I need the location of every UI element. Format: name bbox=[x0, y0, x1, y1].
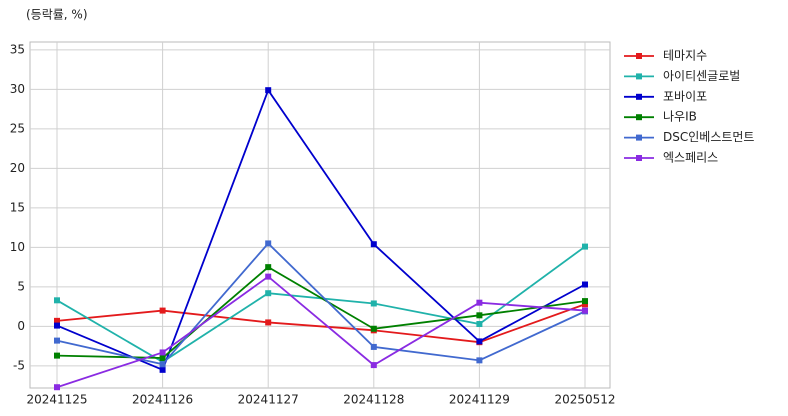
point bbox=[54, 352, 60, 359]
point bbox=[265, 273, 272, 280]
x-tick-label: 20241129 bbox=[449, 393, 510, 407]
legend-label: 엑스페리스 bbox=[663, 151, 718, 165]
point bbox=[54, 322, 60, 329]
x-tick-label: 20241126 bbox=[132, 393, 193, 407]
point bbox=[54, 317, 60, 324]
point bbox=[476, 357, 483, 364]
legend-marker bbox=[636, 155, 642, 161]
point bbox=[370, 362, 377, 369]
point bbox=[159, 349, 166, 356]
legend-marker bbox=[636, 134, 642, 141]
point bbox=[159, 366, 166, 373]
point bbox=[582, 307, 588, 314]
point bbox=[265, 87, 272, 94]
point bbox=[54, 384, 60, 391]
x-tick-label: 20241127 bbox=[238, 393, 299, 407]
series-line bbox=[56, 303, 586, 344]
y-tick-label: -5 bbox=[13, 358, 25, 372]
legend-marker bbox=[636, 114, 642, 121]
y-tick-label: 30 bbox=[10, 82, 25, 96]
point bbox=[582, 243, 588, 250]
y-tick-label: 25 bbox=[10, 121, 25, 135]
x-tick-label: 20250512 bbox=[554, 393, 615, 407]
y-tick-label: 0 bbox=[17, 319, 25, 333]
point bbox=[54, 337, 60, 344]
legend-marker bbox=[636, 93, 642, 100]
point bbox=[476, 299, 483, 306]
point bbox=[476, 321, 483, 328]
series-line bbox=[56, 88, 586, 372]
point bbox=[370, 343, 377, 350]
point bbox=[159, 354, 166, 361]
y-axis-label: (등락률, %) bbox=[26, 8, 88, 22]
y-tick-label: 5 bbox=[17, 279, 25, 293]
point bbox=[582, 301, 588, 308]
point bbox=[476, 338, 483, 345]
legend-label: 나우IB bbox=[663, 110, 697, 124]
legend-label: 아이티센글로벌 bbox=[663, 69, 740, 83]
point bbox=[54, 297, 60, 304]
legend-marker bbox=[636, 73, 642, 80]
x-tick-label: 20241128 bbox=[343, 393, 404, 407]
point bbox=[582, 281, 588, 288]
point bbox=[159, 361, 166, 368]
point bbox=[476, 312, 483, 319]
plot-frame bbox=[29, 41, 611, 389]
point bbox=[265, 290, 272, 297]
point bbox=[370, 241, 377, 248]
point bbox=[265, 264, 272, 271]
series-line bbox=[56, 275, 586, 389]
y-tick-label: 10 bbox=[10, 240, 25, 254]
legend-label: 테마지수 bbox=[663, 49, 707, 63]
point bbox=[582, 298, 588, 305]
legend-marker bbox=[636, 53, 642, 59]
point bbox=[370, 300, 377, 307]
series-line bbox=[56, 242, 586, 366]
point bbox=[159, 307, 166, 314]
point bbox=[265, 240, 272, 247]
y-tick-label: 20 bbox=[10, 161, 25, 175]
legend-label: DSC인베스트먼트 bbox=[663, 130, 754, 144]
point bbox=[265, 319, 272, 326]
y-tick-label: 35 bbox=[10, 42, 25, 56]
x-tick-label: 20241125 bbox=[26, 393, 87, 407]
y-tick-label: 15 bbox=[10, 200, 25, 214]
legend-label: 포바이포 bbox=[663, 89, 707, 103]
point bbox=[370, 325, 377, 332]
